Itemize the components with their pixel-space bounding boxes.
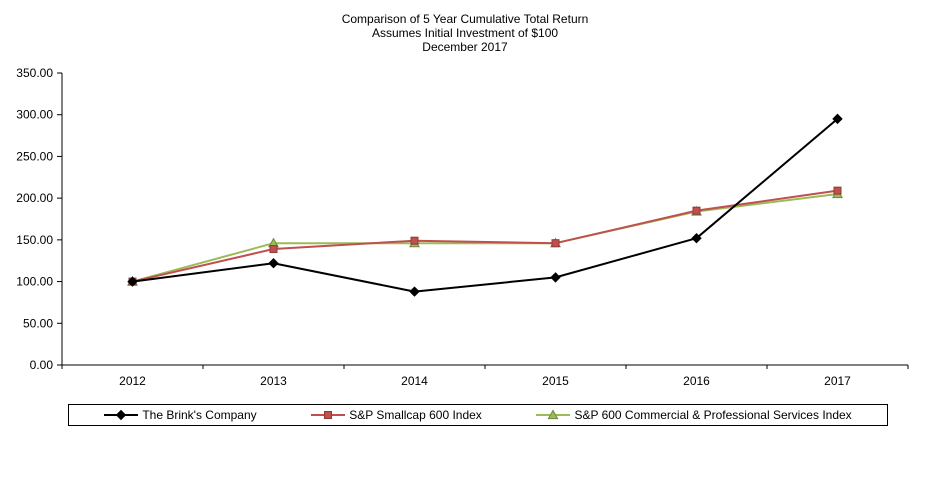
chart-title-block: Comparison of 5 Year Cumulative Total Re…: [0, 12, 930, 54]
diamond-marker: [116, 409, 127, 421]
square-marker: [692, 206, 701, 215]
diamond-marker: [691, 232, 702, 244]
square-marker: [269, 245, 278, 254]
square-marker: [324, 411, 333, 419]
legend-item: S&P 600 Commercial & Professional Servic…: [536, 408, 852, 422]
x-axis-tick-label: 2014: [401, 374, 428, 388]
chart-legend: The Brink's Company S&P Smallcap 600 Inde…: [68, 404, 888, 426]
square-marker: [833, 186, 842, 195]
diamond-marker: [832, 113, 843, 125]
square-marker: [551, 239, 560, 248]
series-line: [131, 189, 839, 283]
legend-label: S&P 600 Commercial & Professional Servic…: [574, 408, 852, 422]
chart-title-line-1: Comparison of 5 Year Cumulative Total Re…: [341, 12, 589, 26]
triangle-marker: [547, 409, 559, 420]
legend-triangle-icon: [536, 409, 571, 420]
legend-item: S&P Smallcap 600 Index: [311, 408, 482, 422]
x-axis-tick-label: 2012: [119, 374, 146, 388]
y-axis-tick-label: 0.00: [30, 358, 54, 372]
series-line: [131, 117, 839, 293]
chart-title-line-2: Assumes Initial Investment of $100: [371, 26, 559, 40]
y-axis-tick-label: 200.00: [16, 191, 53, 205]
chart-title-line-3: December 2017: [422, 40, 508, 54]
y-axis-tick-label: 300.00: [16, 108, 53, 122]
y-axis-tick-label: 350.00: [16, 66, 53, 80]
diamond-marker: [409, 286, 420, 297]
diamond-marker: [127, 276, 138, 287]
diamond-marker: [268, 258, 279, 269]
y-axis-tick-label: 50.00: [23, 316, 53, 330]
y-axis-tick-label: 100.00: [16, 275, 53, 289]
diamond-marker: [550, 272, 561, 283]
legend-item: The Brink's Company: [104, 408, 257, 422]
legend-square-icon: [311, 411, 346, 419]
square-marker: [410, 236, 419, 245]
y-axis-tick-label: 150.00: [16, 233, 53, 247]
y-axis-tick-label: 250.00: [16, 149, 53, 163]
legend-label: S&P Smallcap 600 Index: [349, 408, 482, 422]
x-axis-tick-label: 2013: [260, 374, 287, 388]
series-line: [131, 192, 839, 283]
x-axis-tick-label: 2016: [683, 374, 710, 388]
legend-label: The Brink's Company: [142, 408, 257, 422]
x-axis-tick-label: 2015: [542, 374, 569, 388]
line-chart: 0.00 50.00 100.00 150.00 200.00 250.00 300.00 3…: [16, 66, 909, 388]
x-axis-tick-label: 2017: [824, 374, 851, 388]
legend-diamond-icon: [104, 409, 139, 421]
